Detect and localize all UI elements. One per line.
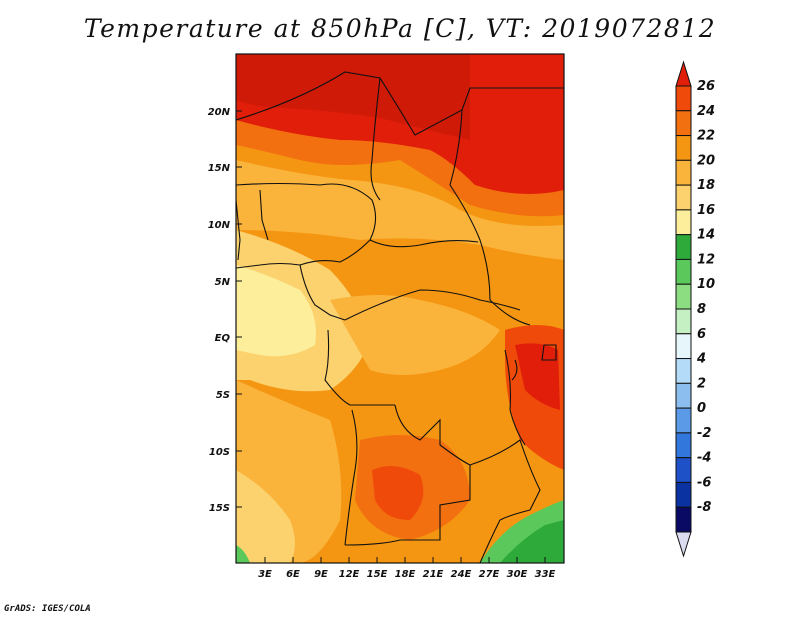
colorbar-swatch [675,506,692,533]
lon-label: 27E [479,569,500,580]
colorbar-swatch [675,457,692,483]
colorbar-label: 24 [697,104,715,119]
lat-label: 10N [208,220,231,231]
lon-label: 18E [395,569,416,580]
lat-label: 5S [216,390,230,401]
colorbar-label: 10 [697,277,715,292]
colorbar-swatch [675,358,692,384]
lat-label: 20N [208,107,231,118]
colorbar-swatch [675,382,692,409]
lat-labels: 20N 15N 10N 5N EQ 5S 10S 15S [208,107,231,514]
colorbar-swatch [675,258,692,285]
colorbar-label: 14 [697,228,715,243]
colorbar-swatch [675,184,692,211]
lon-ticks [264,557,546,563]
colorbar-label: 4 [696,352,706,367]
colorbar-label: 0 [697,401,706,416]
lon-label: 9E [314,569,328,580]
lat-ticks [236,110,242,508]
lat-label: EQ [215,333,231,344]
colorbar-swatch [675,234,692,260]
colorbar-label: -4 [697,451,711,466]
colorbar-label: 12 [697,252,715,267]
colorbar-label: 22 [697,129,715,144]
lon-label: 30E [507,569,528,580]
colorbar-swatch [675,283,692,310]
colorbar-swatch [675,407,692,434]
lon-label: 15E [367,569,388,580]
colorbar-bottom-triangle [675,531,692,558]
colorbar-swatch [675,481,692,508]
colorbar-swatch [675,432,692,459]
colorbar-label: 26 [697,79,715,94]
chart-title: Temperature at 850hPa [C], VT: 201907281… [83,14,717,43]
colorbar-swatch [675,209,692,236]
colorbar-label: 8 [697,302,706,317]
colorbar-swatch [675,308,692,335]
lon-label: 6E [286,569,300,580]
lon-label: 12E [339,569,360,580]
colorbar-swatch [675,135,692,161]
grads-credit: GrADS: IGES/COLA [4,604,91,614]
colorbar-label: -8 [697,500,711,515]
colorbar-label: 18 [697,178,715,193]
colorbar-label: 16 [697,203,715,218]
colorbar-swatch [675,85,692,112]
colorbar-swatch [675,110,692,137]
map-frame [235,53,565,564]
lon-label: 21E [423,569,444,580]
colorbar-label: -6 [697,475,711,490]
colorbar-label: -2 [697,426,711,441]
colorbar-swatch [675,333,692,360]
colorbar-label: 20 [697,153,715,168]
lon-labels: 3E 6E 9E 12E 15E 18E 21E 24E 27E 30E 33E [258,569,555,580]
lat-label: 15S [209,503,230,514]
colorbar-top-triangle [675,60,692,87]
colorbar-label: 2 [697,376,706,391]
lon-label: 3E [258,569,272,580]
lat-label: 15N [208,163,231,174]
temperature-field [236,54,564,563]
lat-label: 10S [209,447,230,458]
country-borders [236,71,564,563]
lat-label: 5N [215,277,231,288]
lon-label: 33E [535,569,556,580]
lon-label: 24E [451,569,472,580]
colorbar-label: 6 [697,327,706,342]
colorbar-swatch [675,159,692,186]
